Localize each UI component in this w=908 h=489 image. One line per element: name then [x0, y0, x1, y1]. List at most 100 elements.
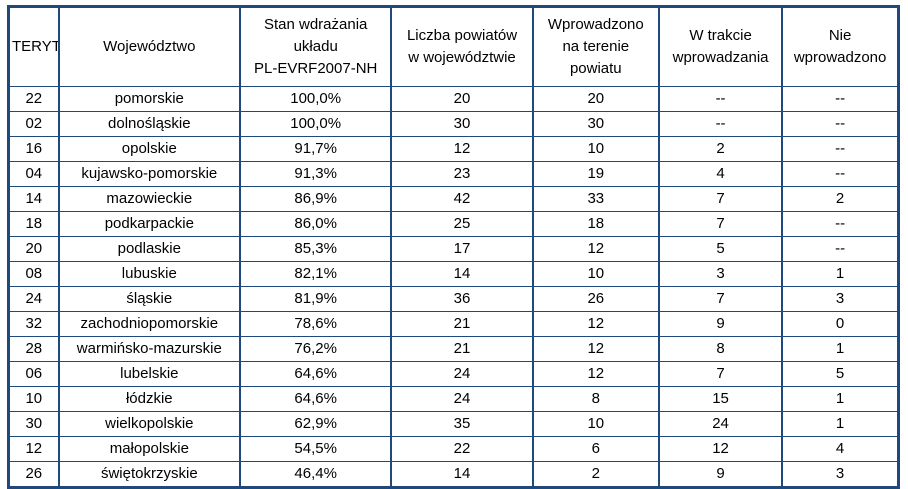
- cell-nie-wprowadzono: 3: [781, 286, 900, 312]
- cell-wprowadzono: 10: [531, 261, 660, 287]
- cell-w-trakcie: 12: [657, 436, 784, 462]
- cell-wprowadzono: 10: [531, 411, 660, 437]
- cell-stan: 91,7%: [239, 136, 393, 162]
- table-row: 14 mazowieckie 86,9% 42 33 7 2: [7, 186, 900, 212]
- cell-w-trakcie: 9: [657, 311, 784, 337]
- cell-liczba: 35: [390, 411, 534, 437]
- cell-teryt: 16: [7, 136, 60, 162]
- cell-stan: 76,2%: [239, 336, 393, 362]
- cell-w-trakcie: 5: [657, 236, 784, 262]
- cell-nie-wprowadzono: --: [781, 111, 900, 137]
- cell-wprowadzono: 8: [531, 386, 660, 412]
- cell-teryt: 08: [7, 261, 60, 287]
- cell-wprowadzono: 12: [531, 311, 660, 337]
- cell-w-trakcie: 7: [657, 361, 784, 387]
- cell-liczba: 24: [390, 361, 534, 387]
- cell-liczba: 30: [390, 111, 534, 137]
- cell-wprowadzono: 6: [531, 436, 660, 462]
- column-header-wojewodztwo: Województwo: [57, 6, 242, 87]
- cell-nie-wprowadzono: 1: [781, 336, 900, 362]
- cell-w-trakcie: 3: [657, 261, 784, 287]
- cell-stan: 100,0%: [239, 111, 393, 137]
- cell-wprowadzono: 30: [531, 111, 660, 137]
- cell-wojewodztwo: lubuskie: [57, 261, 242, 287]
- cell-teryt: 28: [7, 336, 60, 362]
- table-row: 02 dolnośląskie 100,0% 30 30 -- --: [7, 111, 900, 137]
- column-header-w-trakcie: W trakcie wprowadzania: [657, 6, 784, 87]
- cell-w-trakcie: 7: [657, 286, 784, 312]
- column-header-stan-wdrazania: Stan wdrażania układu PL-EVRF2007-NH: [239, 6, 393, 87]
- cell-liczba: 24: [390, 386, 534, 412]
- cell-nie-wprowadzono: 2: [781, 186, 900, 212]
- cell-w-trakcie: 2: [657, 136, 784, 162]
- cell-nie-wprowadzono: 1: [781, 411, 900, 437]
- cell-liczba: 22: [390, 436, 534, 462]
- cell-wojewodztwo: podkarpackie: [57, 211, 242, 237]
- table-row: 08 lubuskie 82,1% 14 10 3 1: [7, 261, 900, 287]
- cell-w-trakcie: 24: [657, 411, 784, 437]
- cell-teryt: 30: [7, 411, 60, 437]
- cell-wprowadzono: 33: [531, 186, 660, 212]
- voivodeship-table: TERYT Województwo Stan wdrażania układu …: [7, 5, 900, 489]
- cell-stan: 91,3%: [239, 161, 393, 187]
- cell-nie-wprowadzono: --: [781, 136, 900, 162]
- cell-stan: 64,6%: [239, 386, 393, 412]
- cell-wojewodztwo: zachodniopomorskie: [57, 311, 242, 337]
- table-header: TERYT Województwo Stan wdrażania układu …: [7, 6, 900, 87]
- cell-teryt: 10: [7, 386, 60, 412]
- table-row: 20 podlaskie 85,3% 17 12 5 --: [7, 236, 900, 262]
- cell-liczba: 17: [390, 236, 534, 262]
- cell-wprowadzono: 2: [531, 461, 660, 488]
- cell-liczba: 36: [390, 286, 534, 312]
- cell-wojewodztwo: śląskie: [57, 286, 242, 312]
- cell-w-trakcie: --: [657, 111, 784, 137]
- cell-w-trakcie: --: [657, 86, 784, 112]
- cell-stan: 82,1%: [239, 261, 393, 287]
- cell-stan: 46,4%: [239, 461, 393, 488]
- cell-liczba: 20: [390, 86, 534, 112]
- cell-wprowadzono: 18: [531, 211, 660, 237]
- cell-teryt: 18: [7, 211, 60, 237]
- cell-nie-wprowadzono: --: [781, 86, 900, 112]
- cell-nie-wprowadzono: 4: [781, 436, 900, 462]
- cell-wojewodztwo: małopolskie: [57, 436, 242, 462]
- cell-stan: 78,6%: [239, 311, 393, 337]
- cell-nie-wprowadzono: --: [781, 236, 900, 262]
- cell-nie-wprowadzono: 0: [781, 311, 900, 337]
- column-header-nie-wprowadzono: Nie wprowadzono: [781, 6, 900, 87]
- cell-w-trakcie: 9: [657, 461, 784, 488]
- column-header-wprowadzono: Wprowadzono na terenie powiatu: [531, 6, 660, 87]
- table-body: 22 pomorskie 100,0% 20 20 -- -- 02 dolnośląskie 1…: [7, 86, 900, 488]
- cell-wojewodztwo: podlaskie: [57, 236, 242, 262]
- cell-teryt: 06: [7, 361, 60, 387]
- cell-w-trakcie: 4: [657, 161, 784, 187]
- cell-liczba: 14: [390, 261, 534, 287]
- cell-teryt: 02: [7, 111, 60, 137]
- cell-wprowadzono: 12: [531, 336, 660, 362]
- table-row: 16 opolskie 91,7% 12 10 2 --: [7, 136, 900, 162]
- cell-nie-wprowadzono: 1: [781, 261, 900, 287]
- cell-wojewodztwo: opolskie: [57, 136, 242, 162]
- table-row: 28 warmińsko-mazurskie 76,2% 21 12 8 1: [7, 336, 900, 362]
- column-header-teryt: TERYT: [7, 6, 60, 87]
- cell-stan: 100,0%: [239, 86, 393, 112]
- cell-teryt: 04: [7, 161, 60, 187]
- cell-wojewodztwo: wielkopolskie: [57, 411, 242, 437]
- table-row: 10 łódzkie 64,6% 24 8 15 1: [7, 386, 900, 412]
- cell-wprowadzono: 19: [531, 161, 660, 187]
- cell-teryt: 22: [7, 86, 60, 112]
- cell-wprowadzono: 20: [531, 86, 660, 112]
- table-header-row: TERYT Województwo Stan wdrażania układu …: [7, 6, 900, 87]
- cell-stan: 86,0%: [239, 211, 393, 237]
- table-row: 24 śląskie 81,9% 36 26 7 3: [7, 286, 900, 312]
- cell-stan: 62,9%: [239, 411, 393, 437]
- cell-teryt: 14: [7, 186, 60, 212]
- table-row: 12 małopolskie 54,5% 22 6 12 4: [7, 436, 900, 462]
- cell-wojewodztwo: łódzkie: [57, 386, 242, 412]
- cell-nie-wprowadzono: 1: [781, 386, 900, 412]
- cell-teryt: 20: [7, 236, 60, 262]
- cell-teryt: 12: [7, 436, 60, 462]
- table-row: 22 pomorskie 100,0% 20 20 -- --: [7, 86, 900, 112]
- cell-wojewodztwo: pomorskie: [57, 86, 242, 112]
- cell-stan: 64,6%: [239, 361, 393, 387]
